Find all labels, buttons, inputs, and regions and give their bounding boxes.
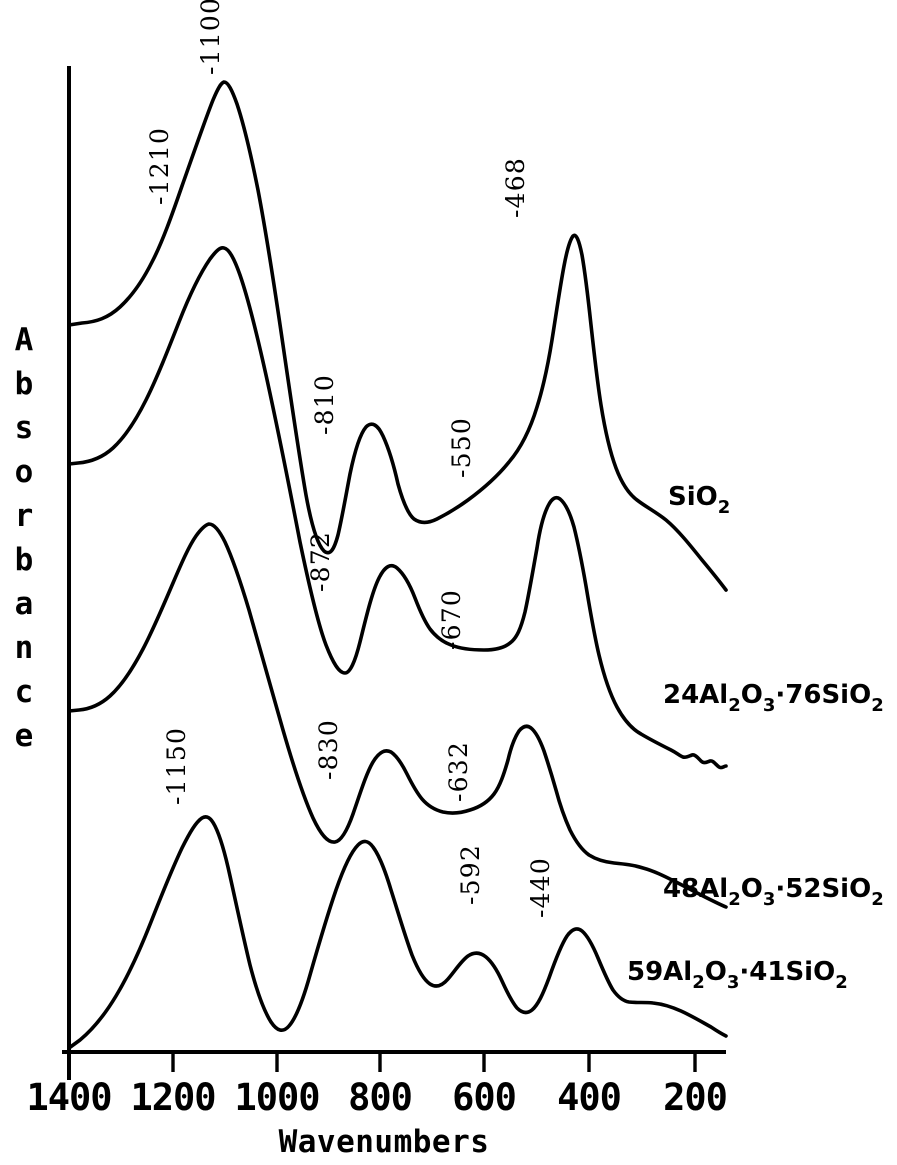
spectrum-curve-59al — [67, 815, 728, 1050]
series-label-24al: 24Al2O3·76SiO2 — [663, 680, 884, 716]
y-axis-title-letter: e — [15, 718, 34, 754]
peak-label-1100: -1100 — [196, 0, 225, 75]
x-tick-label-800: 800 — [348, 1076, 412, 1119]
spectrum-curve-24al — [67, 246, 728, 770]
x-tick-label-1200: 1200 — [130, 1076, 215, 1119]
y-axis-title-letter: s — [15, 410, 34, 446]
x-tick-label-200: 200 — [663, 1076, 727, 1119]
y-axis-title-letter: r — [15, 498, 34, 534]
x-axis-ticks — [67, 1052, 697, 1072]
y-axis-title-letter: c — [15, 674, 34, 710]
peak-label-440: -440 — [526, 857, 555, 918]
peak-annotations: -1210 -1100 -810 -550 -468 -872 -670 -1150 -830 -… — [145, 0, 555, 918]
x-tick-label-1000: 1000 — [234, 1076, 319, 1119]
x-tick-label-400: 400 — [557, 1076, 621, 1119]
y-axis-title-letter: A — [15, 322, 34, 358]
x-tick-label-600: 600 — [452, 1076, 516, 1119]
axes-group — [62, 66, 726, 1080]
peak-label-632: -632 — [444, 741, 473, 802]
x-axis-title: Wavenumbers — [279, 1124, 490, 1160]
series-label-sio2: SiO2 — [668, 482, 730, 518]
peak-label-1210: -1210 — [145, 127, 174, 205]
y-axis-title-letter: b — [15, 366, 34, 402]
peak-label-1150: -1150 — [162, 727, 191, 805]
peak-label-872: -872 — [306, 531, 335, 592]
y-axis-title-letter: a — [15, 586, 34, 622]
spectrum-curve-48al — [67, 522, 728, 909]
y-axis-title-letter: n — [15, 630, 34, 666]
peak-label-592: -592 — [456, 844, 485, 905]
series-labels: SiO2 24Al2O3·76SiO2 48Al2O3·52SiO2 59Al2O3·… — [627, 482, 884, 993]
peak-label-830: -830 — [314, 719, 343, 780]
spectrum-curve-sio2 — [67, 80, 728, 592]
peak-label-550: -550 — [447, 417, 476, 478]
peak-label-810: -810 — [310, 374, 339, 435]
series-label-59al: 59Al2O3·41SiO2 — [627, 957, 848, 993]
spectra-curves — [67, 80, 728, 1050]
y-axis-title-letter: o — [15, 454, 34, 490]
peak-label-670: -670 — [437, 589, 466, 650]
x-tick-label-1400: 1400 — [26, 1076, 111, 1119]
y-axis-title-letter: b — [15, 542, 34, 578]
peak-label-468: -468 — [501, 157, 530, 218]
x-axis-tick-labels: 1400 1200 1000 800 600 400 200 — [26, 1076, 727, 1119]
series-label-48al: 48Al2O3·52SiO2 — [663, 874, 884, 910]
